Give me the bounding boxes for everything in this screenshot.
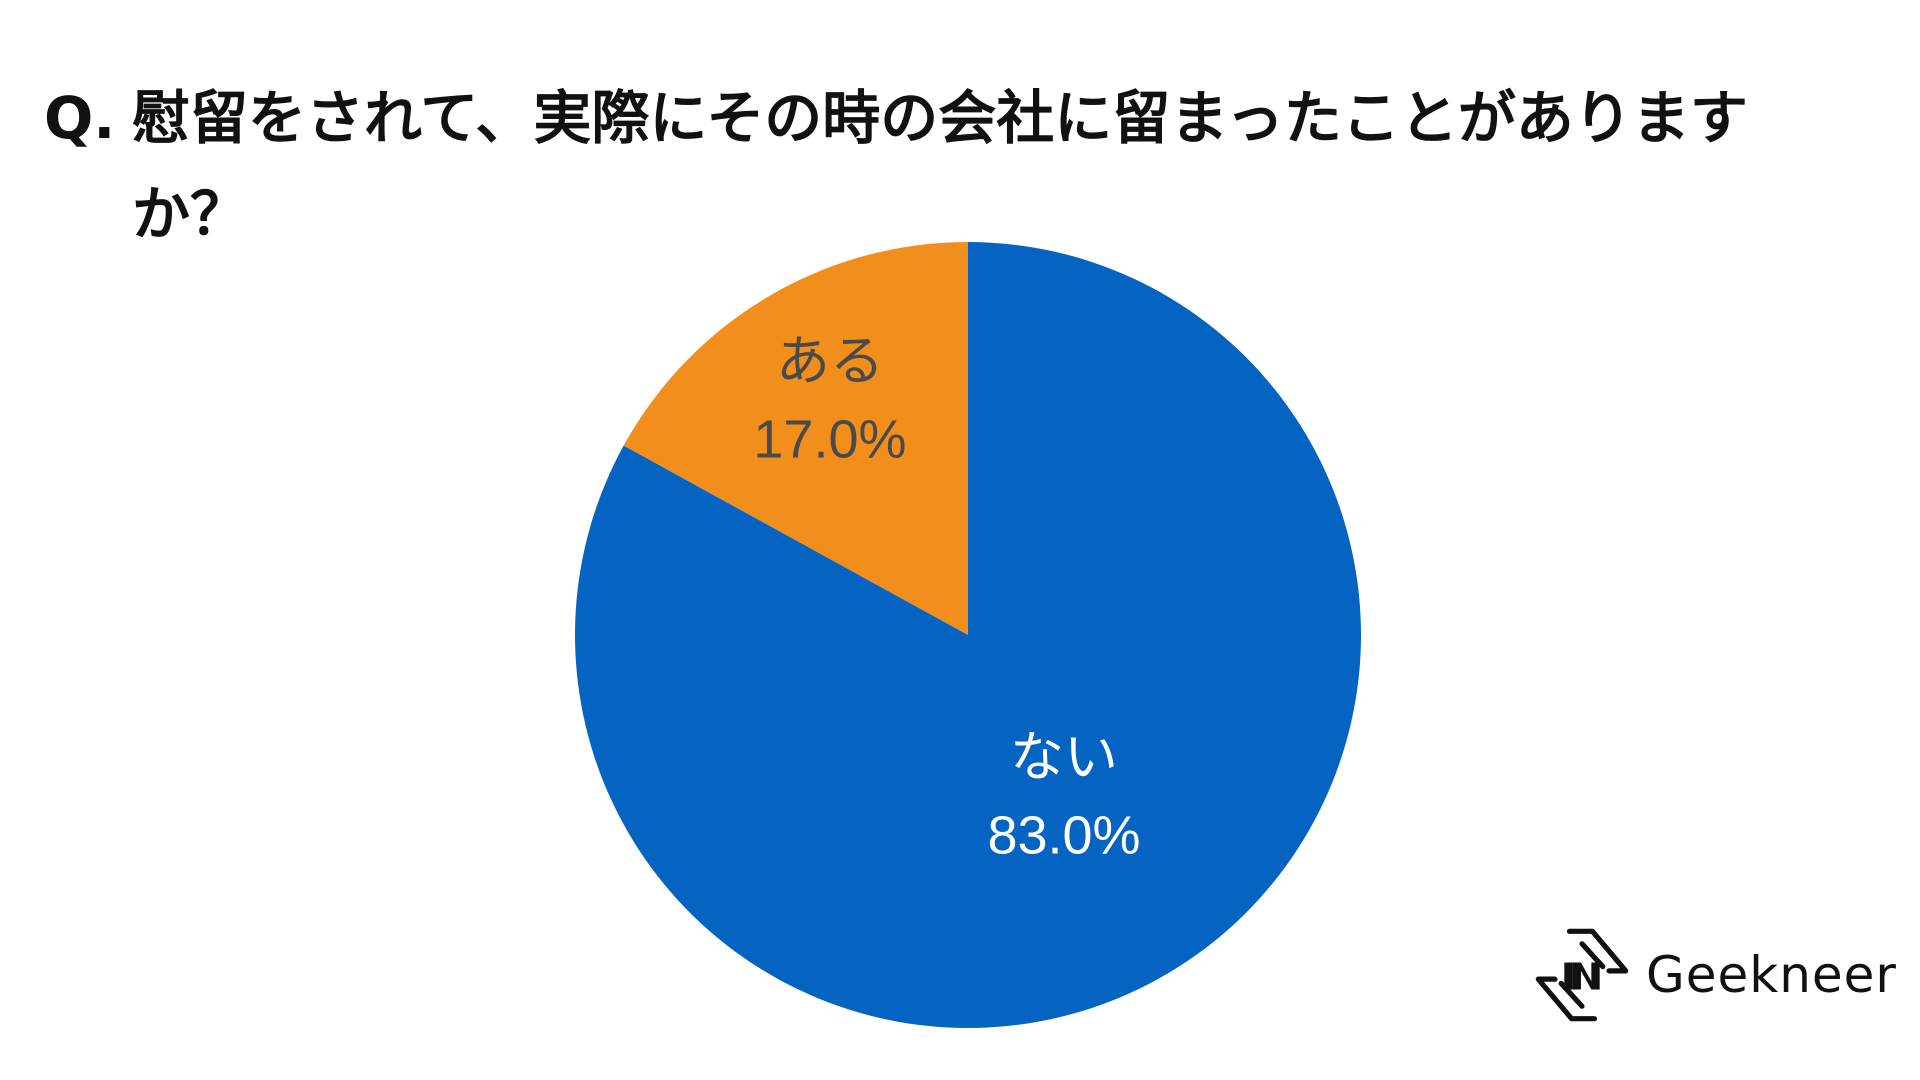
pie-slices xyxy=(575,242,1362,1028)
question-prefix: Q. xyxy=(44,84,116,152)
slice-value-label-2: 83.0% xyxy=(987,805,1140,865)
slice-value-label-1: 17.0% xyxy=(753,410,906,470)
brand-name: Geekneer xyxy=(1646,946,1897,1004)
pie-slice-1 xyxy=(623,242,968,635)
question-text: 慰留をされて、実際にその時の会社に留まったことがありますか？ xyxy=(132,84,1748,248)
slice-label-2: ない xyxy=(1010,725,1118,788)
geekneer-logo-icon xyxy=(1535,928,1629,1022)
slice-label-1: ある xyxy=(776,330,884,393)
chart-title: Q. 慰留をされて、実際にその時の会社に留まったことがありますか？ xyxy=(44,70,1812,262)
pie-labels: ある 17.0% ない 83.0% xyxy=(753,330,1140,866)
pie-slice-2 xyxy=(575,242,1362,1028)
brand-logo: Geekneer xyxy=(1530,915,1896,1035)
